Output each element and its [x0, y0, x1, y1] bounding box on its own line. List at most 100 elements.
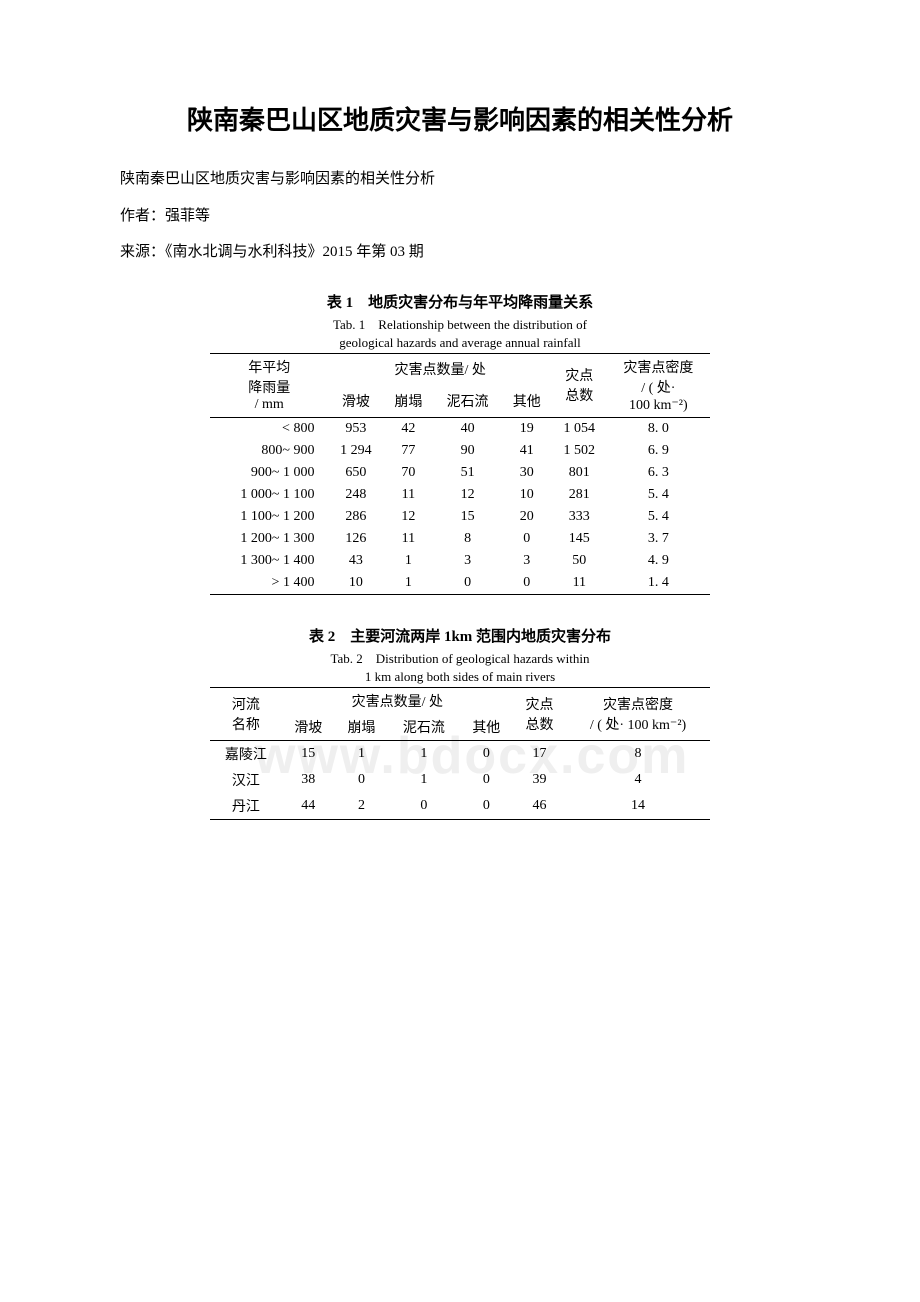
t1-cell-density: 1. 4 — [607, 572, 710, 595]
t2-cell-bt: 1 — [335, 740, 388, 767]
t1-cell-ns: 12 — [434, 484, 502, 506]
t1-cell-bt: 77 — [383, 440, 433, 462]
t1-h-total-l2: 总数 — [558, 385, 601, 405]
t1-cell-range: 800~ 900 — [210, 440, 328, 462]
t2-h-density-l2: / ( 处· 100 km⁻²) — [572, 714, 704, 734]
t1-cell-density: 5. 4 — [607, 484, 710, 506]
table2: 河流 名称 灾害点数量/ 处 灾点 总数 灾害点密度 / ( 处· 100 km… — [210, 687, 710, 820]
t1-cell-qt: 30 — [502, 462, 552, 484]
t1-cell-qt: 20 — [502, 506, 552, 528]
t1-h-sub2: 崩塌 — [383, 385, 433, 417]
t2-h-density-l1: 灾害点密度 — [572, 694, 704, 714]
table-row: < 8009534240191 0548. 0 — [210, 417, 710, 440]
t1-cell-ns: 8 — [434, 528, 502, 550]
t1-cell-density: 3. 7 — [607, 528, 710, 550]
t2-cell-qt: 0 — [460, 740, 513, 767]
table-row: 嘉陵江15110178 — [210, 740, 710, 767]
table2-title-cn: 表 2 主要河流两岸 1km 范围内地质灾害分布 — [210, 625, 710, 646]
t1-cell-qt: 0 — [502, 572, 552, 595]
t1-cell-bt: 42 — [383, 417, 433, 440]
t1-cell-hp: 286 — [328, 506, 383, 528]
t1-cell-range: > 1 400 — [210, 572, 328, 595]
t1-cell-density: 6. 3 — [607, 462, 710, 484]
t1-h-density-l3: 100 km⁻²) — [613, 397, 704, 414]
table-row: 1 100~ 1 2002861215203335. 4 — [210, 506, 710, 528]
t2-cell-total: 17 — [513, 740, 566, 767]
t2-cell-hp: 15 — [282, 740, 335, 767]
t1-cell-qt: 10 — [502, 484, 552, 506]
t1-cell-total: 801 — [552, 462, 607, 484]
t1-cell-total: 333 — [552, 506, 607, 528]
t2-h-sub4: 其他 — [460, 714, 513, 741]
t2-cell-density: 14 — [566, 793, 710, 820]
t1-cell-hp: 126 — [328, 528, 383, 550]
t1-cell-qt: 19 — [502, 417, 552, 440]
t1-h-col1-l1: 年平均 — [216, 357, 322, 377]
table-row: 1 000~ 1 1002481112102815. 4 — [210, 484, 710, 506]
t1-cell-bt: 11 — [383, 528, 433, 550]
t2-cell-ns: 1 — [388, 740, 460, 767]
t1-h-sub3: 泥石流 — [434, 385, 502, 417]
t1-cell-density: 6. 9 — [607, 440, 710, 462]
t1-h-col1-l2: 降雨量 — [216, 377, 322, 397]
t1-cell-range: 1 300~ 1 400 — [210, 550, 328, 572]
t2-cell-total: 39 — [513, 767, 566, 793]
table2-title-en-2: 1 km along both sides of main rivers — [210, 669, 710, 685]
t1-h-group: 灾害点数量/ 处 — [328, 353, 551, 385]
t1-cell-density: 4. 9 — [607, 550, 710, 572]
page-title: 陕南秦巴山区地质灾害与影响因素的相关性分析 — [120, 100, 800, 137]
t1-cell-bt: 12 — [383, 506, 433, 528]
table1: 年平均 降雨量 / mm 灾害点数量/ 处 灾点 总数 灾害点密度 / ( 处· — [210, 353, 710, 595]
table-row: 800~ 9001 2947790411 5026. 9 — [210, 440, 710, 462]
t1-h-sub1: 滑坡 — [328, 385, 383, 417]
t1-cell-ns: 3 — [434, 550, 502, 572]
t2-cell-name: 嘉陵江 — [210, 740, 282, 767]
t1-h-col1-l3: / mm — [216, 397, 322, 413]
t1-cell-range: 900~ 1 000 — [210, 462, 328, 484]
table-row: 汉江38010394 — [210, 767, 710, 793]
t1-cell-bt: 1 — [383, 572, 433, 595]
t2-cell-density: 8 — [566, 740, 710, 767]
t2-h-group: 灾害点数量/ 处 — [282, 687, 513, 714]
t1-cell-hp: 650 — [328, 462, 383, 484]
t1-h-density-l2: / ( 处· — [613, 377, 704, 397]
table1-title-en-1: Tab. 1 Relationship between the distribu… — [210, 314, 710, 333]
t2-cell-density: 4 — [566, 767, 710, 793]
t1-cell-density: 8. 0 — [607, 417, 710, 440]
t2-cell-ns: 0 — [388, 793, 460, 820]
t1-cell-bt: 11 — [383, 484, 433, 506]
t1-cell-qt: 3 — [502, 550, 552, 572]
t1-cell-qt: 41 — [502, 440, 552, 462]
t1-cell-total: 281 — [552, 484, 607, 506]
t2-cell-bt: 2 — [335, 793, 388, 820]
subtitle: 陕南秦巴山区地质灾害与影响因素的相关性分析 — [120, 165, 800, 194]
t2-cell-hp: 38 — [282, 767, 335, 793]
t1-cell-hp: 10 — [328, 572, 383, 595]
t1-cell-bt: 70 — [383, 462, 433, 484]
table-row: 1 200~ 1 30012611801453. 7 — [210, 528, 710, 550]
t1-cell-total: 1 502 — [552, 440, 607, 462]
t1-cell-hp: 43 — [328, 550, 383, 572]
t1-cell-total: 50 — [552, 550, 607, 572]
t1-h-sub4: 其他 — [502, 385, 552, 417]
t1-cell-qt: 0 — [502, 528, 552, 550]
table-row: 1 300~ 1 40043133504. 9 — [210, 550, 710, 572]
t2-h-sub3: 泥石流 — [388, 714, 460, 741]
t2-h-col1-l2: 名称 — [216, 714, 276, 734]
t2-h-col1-l1: 河流 — [216, 694, 276, 714]
table2-title-en-1: Tab. 2 Distribution of geological hazard… — [210, 648, 710, 667]
t1-cell-total: 11 — [552, 572, 607, 595]
source-line: 来源：《南水北调与水利科技》2015 年第 03 期 — [120, 238, 800, 267]
t1-cell-density: 5. 4 — [607, 506, 710, 528]
table1-wrap: 表 1 地质灾害分布与年平均降雨量关系 Tab. 1 Relationship … — [120, 291, 800, 595]
t1-cell-total: 1 054 — [552, 417, 607, 440]
t1-cell-ns: 40 — [434, 417, 502, 440]
table1-title-en-2: geological hazards and average annual ra… — [210, 335, 710, 351]
table-row: > 1 40010100111. 4 — [210, 572, 710, 595]
t2-cell-hp: 44 — [282, 793, 335, 820]
t1-cell-ns: 90 — [434, 440, 502, 462]
t2-cell-ns: 1 — [388, 767, 460, 793]
t2-cell-name: 汉江 — [210, 767, 282, 793]
table1-title-cn: 表 1 地质灾害分布与年平均降雨量关系 — [210, 291, 710, 312]
t1-cell-hp: 248 — [328, 484, 383, 506]
